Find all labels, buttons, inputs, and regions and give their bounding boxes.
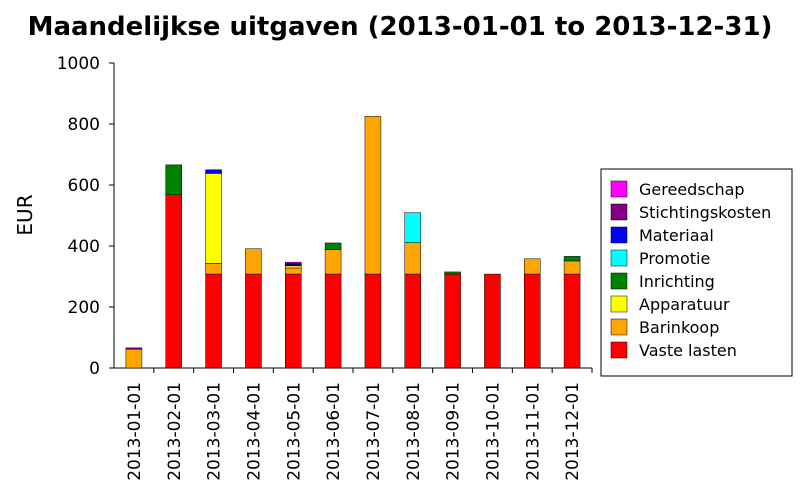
bar-segment <box>563 260 581 275</box>
bar-segment <box>245 248 262 275</box>
x-tick-label: 2013-10-01 <box>483 382 503 481</box>
x-tick-label: 2013-07-01 <box>364 382 384 481</box>
bar-segment <box>484 273 501 369</box>
bar-segment <box>205 273 222 369</box>
legend-swatch <box>610 203 628 221</box>
y-tick-label: 0 <box>89 359 100 379</box>
bar-segment <box>285 267 302 275</box>
x-tick-label: 2013-08-01 <box>404 382 424 481</box>
bar-segment <box>245 273 262 369</box>
bar-segment <box>324 242 342 250</box>
legend-swatch <box>610 318 628 336</box>
legend-swatch <box>610 180 628 198</box>
y-tick-label: 400 <box>68 237 100 257</box>
bar-segment <box>324 273 342 369</box>
bar-segment <box>205 263 222 275</box>
legend-label: Barinkoop <box>639 318 719 337</box>
x-tick-label: 2013-11-01 <box>523 382 543 481</box>
bar-segment <box>285 273 302 369</box>
bar-segment <box>205 169 222 174</box>
bar-segment <box>324 249 342 275</box>
legend-label: Gereedschap <box>639 180 745 199</box>
bar-segment <box>165 164 182 196</box>
y-tick-label: 1000 <box>57 54 100 74</box>
legend-swatch <box>610 272 628 290</box>
bar-segment <box>205 173 222 264</box>
bar-segment <box>285 265 302 269</box>
y-tick-label: 600 <box>68 176 100 196</box>
plot-frame <box>114 63 592 368</box>
bar-segment <box>404 273 421 369</box>
legend-label: Vaste lasten <box>639 341 737 360</box>
legend: Gereedschap Stichtingskosten Materiaal Prom… <box>600 168 793 377</box>
legend-swatch <box>610 295 628 313</box>
x-tick-label: 2013-09-01 <box>444 382 464 481</box>
x-tick-label: 2013-12-01 <box>563 382 583 481</box>
bar-segment <box>165 194 182 369</box>
legend-label: Materiaal <box>639 226 714 245</box>
bar-segment <box>444 271 461 275</box>
bar-segment <box>444 273 461 369</box>
bar-segment <box>364 273 382 369</box>
bar-segment <box>364 116 382 275</box>
x-tick-label: 2013-06-01 <box>324 382 344 481</box>
y-tick-label: 800 <box>68 115 100 135</box>
legend-label: Apparatuur <box>639 295 730 314</box>
bar-segment <box>125 348 143 369</box>
legend-swatch <box>610 249 628 267</box>
legend-label: Inrichting <box>639 272 715 291</box>
x-tick-label: 2013-04-01 <box>244 382 264 481</box>
x-tick-label: 2013-03-01 <box>205 382 225 481</box>
legend-swatch <box>610 341 628 359</box>
y-tick-label: 200 <box>68 298 100 318</box>
bar-segment <box>285 261 302 264</box>
legend-label: Stichtingskosten <box>639 203 771 222</box>
x-tick-label: 2013-05-01 <box>284 382 304 481</box>
bar-segment <box>563 256 581 262</box>
bar-segment <box>563 273 581 369</box>
bar-segment <box>125 347 143 350</box>
legend-label: Promotie <box>639 249 710 268</box>
bar-segment <box>524 258 541 275</box>
x-tick-label: 2013-01-01 <box>125 382 145 481</box>
bar-segment <box>524 273 541 369</box>
chart-title: Maandelijkse uitgaven (2013-01-01 to 201… <box>28 12 773 42</box>
legend-box <box>600 168 793 377</box>
bar-segment <box>404 212 421 243</box>
bar-segment <box>404 242 421 275</box>
legend-swatch <box>610 226 628 244</box>
x-tick-label: 2013-02-01 <box>165 382 185 481</box>
y-axis-label: EUR <box>13 194 37 235</box>
plot-area: 0 200 400 600 800 1000 2013-01-01 2013-02-01 201… <box>57 54 593 481</box>
